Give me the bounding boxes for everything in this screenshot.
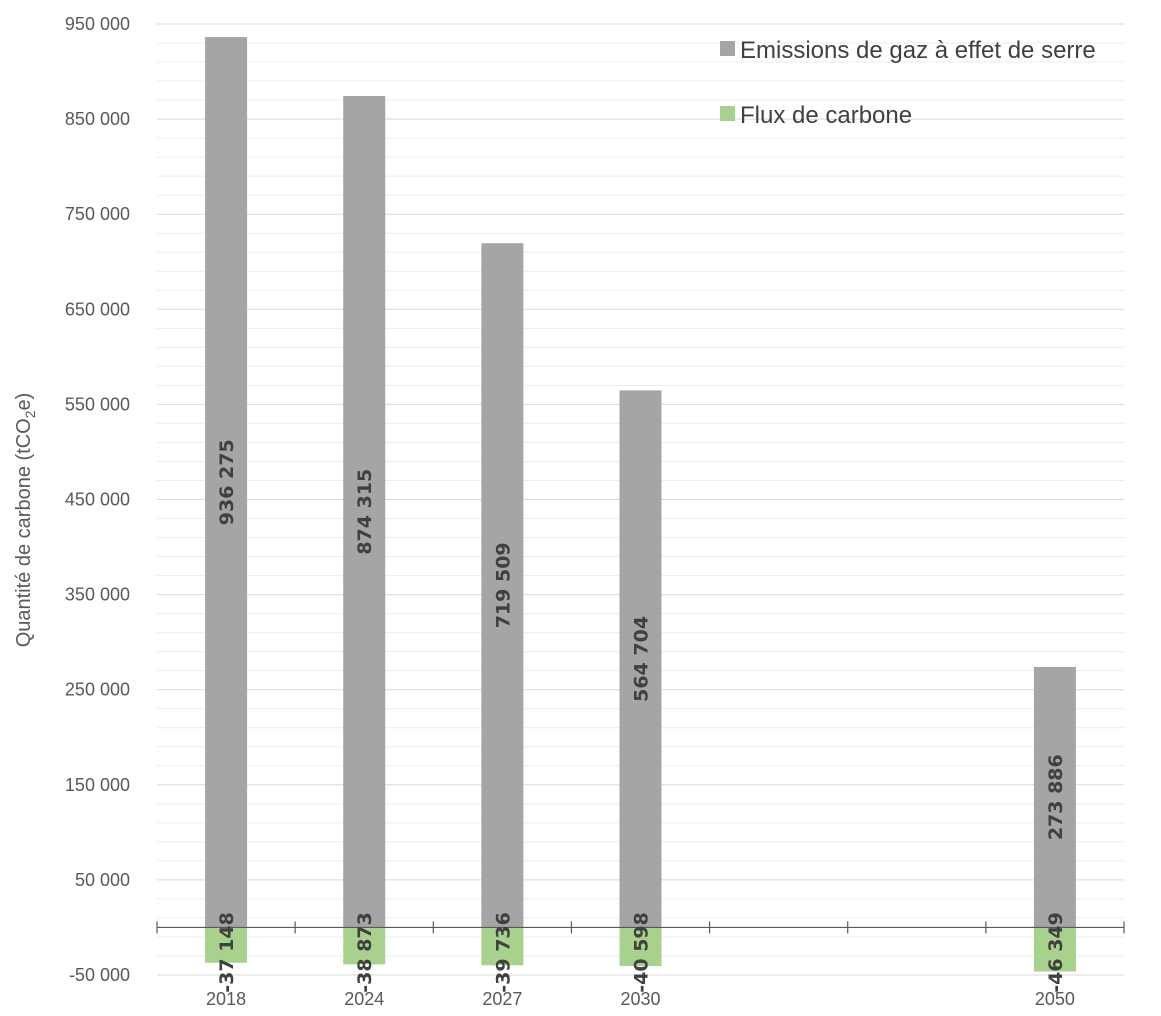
flux-bar [481,927,524,966]
flux-data-label: -40 598 [631,912,653,993]
flux-data-label: -46 349 [1045,912,1067,993]
emissions-data-label: 273 886 [1045,754,1067,840]
x-tick-label: 2018 [206,989,246,1009]
axes [156,921,1125,934]
y-tick-label: 850 000 [65,109,130,129]
data-labels: 936 275 874 315 719 509 564 704 273 886 -37 1… [216,439,1067,992]
y-tick-label: -50 000 [69,965,130,985]
bars [205,37,1076,972]
y-axis-title-subscript: 2 [22,410,38,418]
y-tick-label: 550 000 [65,394,130,414]
emissions-data-label: 719 509 [492,542,514,628]
emissions-data-label: 936 275 [216,439,238,525]
legend-label-emissions: Emissions de gaz à effet de serre [740,37,1096,64]
legend-label-flux: Flux de carbone [740,102,912,129]
y-tick-label: 750 000 [65,204,130,224]
emissions-bar [343,95,386,928]
y-axis-title-suffix: e) [13,393,35,411]
y-axis-title: Quantité de carbone (tCO2e) [13,393,38,648]
emissions-bar [205,37,248,928]
x-tick-label: 2027 [482,989,522,1009]
flux-data-label: -37 148 [216,912,238,993]
emissions-bar [1033,666,1076,928]
y-tick-label: 450 000 [65,490,130,510]
flux-bar [1033,927,1076,972]
legend: Emissions de gaz à effet de serre Flux d… [720,37,1096,129]
x-tick-label: 2024 [344,989,384,1009]
x-tick-label: 2030 [620,989,660,1009]
y-tick-labels: -50 000 50 000 150 000 250 000 350 000 450 00… [65,14,130,985]
flux-data-label: -38 873 [354,912,376,993]
emissions-bar [481,243,524,928]
emissions-bar [619,390,662,928]
flux-bar [343,927,386,965]
flux-bar [205,927,248,963]
legend-swatch-emissions [720,41,735,56]
emissions-data-label: 874 315 [354,469,376,555]
y-tick-label: 350 000 [65,585,130,605]
y-tick-label: 650 000 [65,299,130,319]
emissions-data-label: 564 704 [631,616,653,702]
y-tick-label: 950 000 [65,14,130,34]
flux-data-label: -39 736 [492,912,514,993]
y-axis-title-main: Quantité de carbone (tCO [13,418,35,647]
y-tick-label: 50 000 [75,870,130,890]
x-tick-label: 2050 [1035,989,1075,1009]
x-tick-labels: 2018 2024 2027 2030 2050 [206,989,1075,1009]
y-tick-label: 250 000 [65,680,130,700]
y-tick-label: 150 000 [65,775,130,795]
flux-bar [619,927,662,967]
legend-swatch-flux [720,106,735,121]
